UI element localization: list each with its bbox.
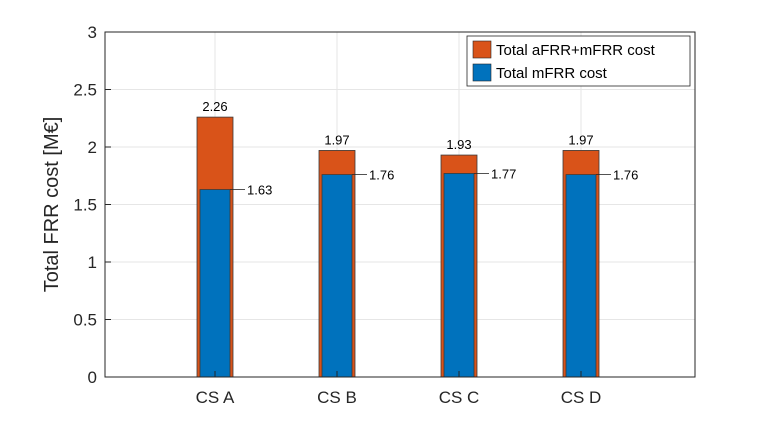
y-tick-label: 3 [88, 23, 97, 42]
bar-series [196, 116, 600, 378]
y-tick-label: 0.5 [73, 311, 97, 330]
legend-box [466, 35, 691, 87]
y-tick-label: 1.5 [73, 196, 97, 215]
x-tick-label: CS B [317, 388, 357, 407]
y-tick-label: 0 [88, 368, 97, 387]
data-label-total-afrr-mfrr: 1.93 [446, 137, 471, 152]
data-label-total-mfrr: 1.77 [491, 166, 516, 181]
data-label-total-mfrr: 1.76 [369, 168, 394, 183]
data-label-total-afrr-mfrr: 1.97 [324, 132, 349, 147]
bar-total-mfrr [321, 174, 353, 378]
legend-label-total-afrr-mfrr: Total aFRR+mFRR cost [496, 42, 656, 59]
x-tick-label: CS C [439, 388, 480, 407]
data-labels: 2.26 1.63 1.97 1.76 1.93 1.77 1.97 1.76 [202, 99, 638, 197]
bar-total-mfrr [565, 174, 597, 378]
y-tick-label: 2 [88, 138, 97, 157]
legend: Total aFRR+mFRR cost Total mFRR cost [466, 35, 691, 87]
axis-ticks: 0 0.5 1 1.5 2 2.5 3 CS A CS B CS C CS D [73, 23, 601, 407]
y-axis-label: Total FRR cost [M€] [41, 117, 63, 293]
legend-label-total-mfrr: Total mFRR cost [496, 65, 608, 82]
data-label-total-afrr-mfrr: 1.97 [568, 132, 593, 147]
data-label-total-afrr-mfrr: 2.26 [202, 99, 227, 114]
data-label-total-mfrr: 1.76 [613, 168, 638, 183]
x-tick-label: CS A [196, 388, 235, 407]
bar-total-mfrr [443, 173, 475, 378]
y-tick-label: 1 [88, 253, 97, 272]
legend-swatch-total-afrr-mfrr [472, 40, 492, 59]
bar-total-mfrr [199, 189, 231, 378]
y-tick-label: 2.5 [73, 81, 97, 100]
x-tick-label: CS D [561, 388, 602, 407]
plot-frame [104, 31, 696, 378]
legend-swatch-total-mfrr [472, 63, 492, 82]
data-label-total-mfrr: 1.63 [247, 183, 272, 198]
